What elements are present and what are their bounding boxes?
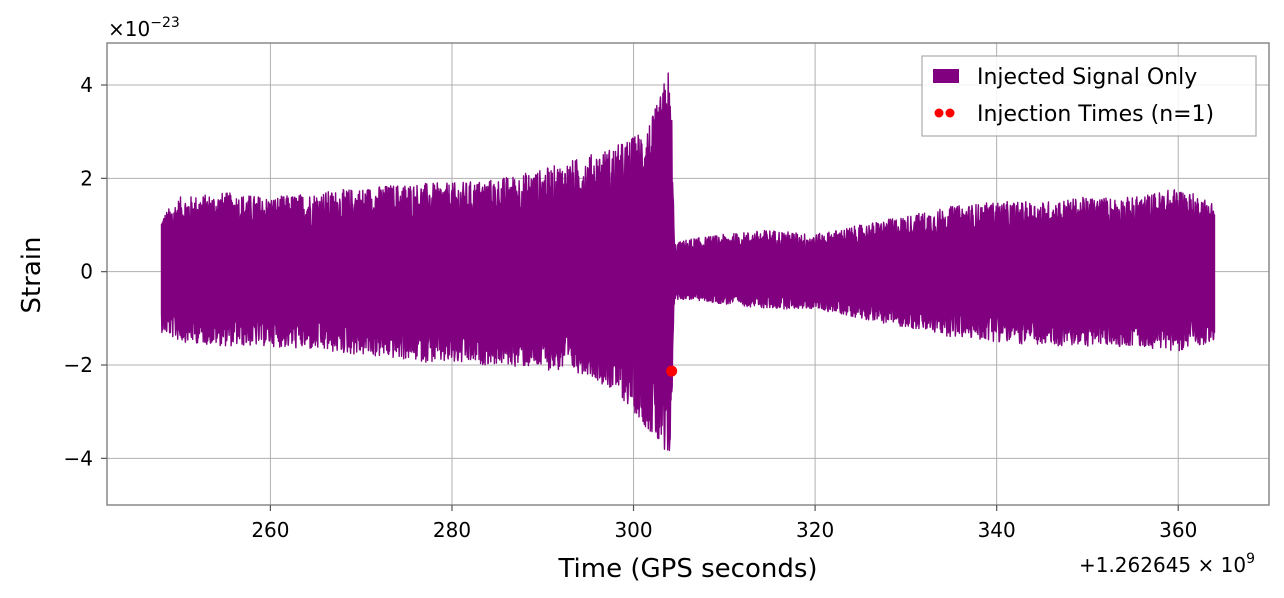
injection-markers xyxy=(666,365,678,377)
y-axis-title: Strain xyxy=(17,236,47,313)
x-tick-label: 340 xyxy=(978,518,1016,542)
x-tick-label: 280 xyxy=(433,518,471,542)
legend-box xyxy=(921,55,1257,137)
x-axis-ticks: 260 280 300 320 340 360 xyxy=(251,505,1197,542)
x-axis-title: Time (GPS seconds) xyxy=(557,554,817,584)
legend-swatch-injection-2 xyxy=(945,108,955,118)
y-tick-label: −2 xyxy=(64,353,93,377)
y-axis-ticks: −4 −2 0 2 4 xyxy=(64,73,107,470)
y-multiplier-exponent: −23 xyxy=(150,15,180,31)
y-tick-label: 4 xyxy=(80,73,93,97)
legend-label-injection: Injection Times (n=1) xyxy=(977,102,1214,127)
plot-frame xyxy=(106,42,1270,506)
y-tick-label: −4 xyxy=(64,446,93,470)
x-offset-base: +1.262645 × 10 xyxy=(1079,553,1246,577)
signal-trace xyxy=(160,72,1216,452)
y-tick-label: 0 xyxy=(80,260,93,284)
y-multiplier-base: ×10 xyxy=(108,17,150,41)
x-offset-exponent: 9 xyxy=(1246,551,1255,567)
x-tick-label: 300 xyxy=(614,518,652,542)
legend-swatch-signal xyxy=(933,69,959,83)
legend-label-signal: Injected Signal Only xyxy=(977,65,1197,90)
y-tick-label: 2 xyxy=(80,166,93,190)
x-offset-label: +1.262645 × 109 xyxy=(1079,551,1255,577)
x-tick-label: 320 xyxy=(796,518,834,542)
injection-point xyxy=(666,365,678,377)
legend-swatch-injection-1 xyxy=(934,108,944,118)
x-tick-label: 360 xyxy=(1159,518,1197,542)
x-tick-label: 260 xyxy=(251,518,289,542)
y-multiplier-label: ×10−23 xyxy=(108,15,180,41)
legend: Injected Signal Only Injection Times (n=… xyxy=(921,55,1257,137)
signal-series xyxy=(160,72,1216,452)
